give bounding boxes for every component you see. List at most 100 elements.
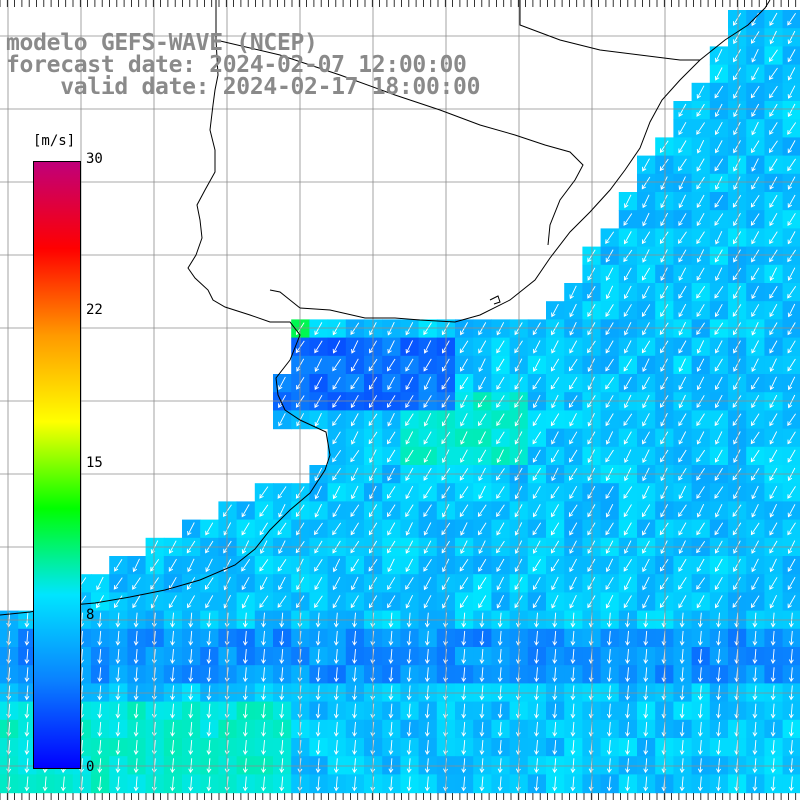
wind-arrow: [170, 649, 175, 664]
wind-arrow: [496, 358, 505, 372]
wind-arrow: [751, 485, 759, 500]
wind-arrow: [787, 249, 796, 263]
wind-arrow: [587, 304, 596, 318]
wind-arrow: [387, 558, 395, 573]
wind-arrow: [315, 685, 321, 701]
wind-arrow: [97, 740, 103, 755]
wind-arrow: [716, 649, 721, 664]
wind-arrow: [259, 504, 269, 517]
wind-arrow: [496, 322, 505, 336]
wind-arrow: [261, 758, 266, 774]
wind-arrow: [625, 667, 630, 683]
wind-arrow: [261, 667, 266, 683]
wind-arrow: [405, 449, 414, 463]
wind-arrow: [733, 485, 741, 500]
wind-arrow: [315, 649, 321, 664]
wind-arrow: [459, 559, 469, 572]
wind-arrow: [606, 721, 612, 737]
wind-arrow: [188, 776, 194, 792]
wind-arrow: [550, 413, 560, 427]
wind-arrow: [732, 522, 742, 536]
wind-arrow: [387, 449, 396, 463]
wind-arrow: [605, 558, 614, 573]
wind-arrow: [497, 649, 503, 664]
wind-arrow: [697, 740, 703, 755]
wind-arrow: [678, 322, 687, 336]
wind-arrow: [623, 376, 632, 390]
wind-arrow: [423, 376, 432, 391]
wind-arrow: [625, 740, 630, 755]
wind-arrow: [314, 340, 323, 354]
wind-arrow: [678, 577, 687, 590]
wind-arrow: [552, 721, 558, 737]
wind-arrow: [333, 721, 339, 737]
colorbar: [33, 161, 81, 769]
wind-arrow: [6, 649, 12, 664]
wind-arrow: [678, 504, 687, 518]
wind-arrow: [534, 758, 539, 774]
wind-arrow: [388, 758, 394, 774]
wind-arrow: [696, 504, 705, 518]
wind-arrow: [624, 322, 632, 336]
wind-arrow: [278, 376, 286, 391]
wind-arrow: [751, 249, 760, 263]
wind-arrow: [696, 431, 705, 445]
wind-arrow: [642, 522, 650, 536]
wind-arrow: [24, 758, 30, 774]
wind-arrow: [733, 376, 741, 391]
wind-arrow: [787, 158, 796, 172]
wind-arrow: [733, 176, 741, 190]
wind-arrow: [679, 703, 685, 719]
country-border: [215, 39, 584, 246]
wind-arrow: [752, 758, 758, 774]
wind-arrow: [478, 577, 487, 590]
wind-arrow: [352, 685, 357, 701]
wind-arrow: [716, 630, 721, 646]
wind-arrow: [697, 721, 703, 737]
wind-arrow: [314, 376, 323, 391]
wind-arrow: [406, 703, 412, 719]
wind-arrow: [534, 721, 539, 737]
wind-arrow: [460, 431, 468, 445]
wind-arrow: [423, 558, 432, 572]
wind-arrow: [715, 176, 723, 190]
wind-arrow: [625, 685, 630, 701]
wind-arrow: [150, 577, 159, 590]
wind-arrow: [315, 630, 321, 646]
wind-arrow: [350, 449, 360, 463]
wind-arrow: [788, 649, 794, 664]
wind-arrow: [261, 630, 266, 646]
wind-arrow: [315, 740, 321, 755]
wind-arrow: [678, 595, 687, 609]
wind-arrow: [751, 103, 760, 117]
wind-arrow: [751, 140, 760, 154]
wind-arrow: [423, 522, 432, 536]
wind-arrow: [387, 504, 396, 518]
wind-arrow: [659, 231, 669, 245]
wind-arrow: [570, 740, 576, 755]
wind-arrow: [351, 485, 359, 500]
wind-arrow: [769, 176, 778, 190]
wind-arrow: [570, 721, 576, 737]
wind-arrow: [259, 522, 268, 536]
wind-arrow: [769, 85, 778, 99]
colorbar-tick-8: 8: [86, 607, 95, 623]
wind-arrow: [424, 649, 430, 664]
wind-arrow: [716, 667, 721, 683]
wind-arrow: [787, 13, 796, 26]
wind-arrow: [479, 740, 485, 755]
wind-arrow: [625, 758, 630, 774]
wind-arrow: [532, 413, 541, 427]
wind-arrow: [332, 504, 341, 518]
wind-arrow: [624, 576, 632, 591]
wind-arrow: [133, 758, 139, 774]
wind-arrow: [623, 413, 633, 427]
wind-arrow: [752, 667, 758, 683]
wind-arrow: [788, 758, 794, 774]
wind-arrow: [424, 740, 430, 755]
wind-arrow: [787, 103, 796, 118]
wind-arrow: [405, 504, 414, 518]
wind-arrow: [769, 504, 778, 518]
wind-arrow: [769, 194, 778, 208]
wind-arrow: [605, 377, 615, 390]
